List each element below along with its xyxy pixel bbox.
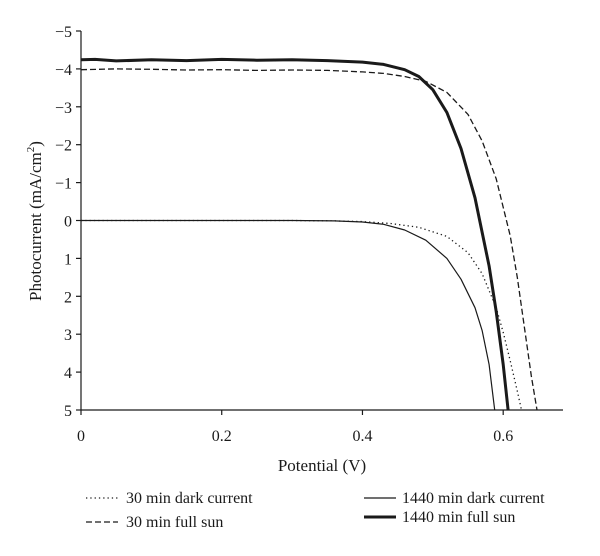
series-group — [80, 57, 538, 411]
y-tick-label: 4 — [64, 365, 72, 382]
y-tick-label: 5 — [64, 403, 72, 420]
y-axis-title-close: ) — [26, 141, 45, 147]
legend-entry-1440min-dark: 1440 min dark current — [364, 490, 545, 507]
y-tick-label: −3 — [55, 100, 72, 117]
y-axis-title-main: Photocurrent (mA/cm — [26, 152, 45, 301]
legend-label: 30 min full sun — [126, 514, 223, 531]
y-tick-label: 2 — [64, 289, 72, 306]
legend-label: 30 min dark current — [126, 490, 253, 507]
y-tick-label: 1 — [64, 251, 72, 268]
legend-label: 1440 min full sun — [402, 509, 515, 526]
y-tick-label: −2 — [55, 138, 72, 155]
legend-entry-1440min-full-sun: 1440 min full sun — [364, 509, 515, 526]
x-axis-title: Potential (V) — [278, 456, 366, 475]
x-tick-label: 0 — [77, 428, 85, 445]
x-tick-label: 0.4 — [352, 428, 372, 445]
x-ticks: 0 0.2 0.4 0.6 — [77, 410, 513, 445]
y-ticks: −5 −4 −3 −2 −1 0 1 2 3 4 5 — [55, 24, 81, 420]
y-tick-label: −1 — [55, 176, 72, 193]
y-tick-label: 0 — [64, 214, 72, 231]
y-axis-title-superscript: 2 — [25, 147, 37, 153]
legend-label: 1440 min dark current — [402, 490, 545, 507]
y-axis-title: Photocurrent (mA/cm2) — [25, 141, 45, 301]
series-line-dashed — [80, 68, 538, 411]
y-tick-label: −5 — [55, 24, 72, 41]
series-line-dotted — [81, 219, 523, 411]
x-tick-label: 0.2 — [212, 428, 232, 445]
x-tick-label: 0.6 — [493, 428, 513, 445]
legend: 30 min dark current 30 min full sun 1440… — [86, 490, 545, 531]
y-tick-label: −4 — [55, 62, 72, 79]
series-line-thin-solid — [81, 219, 496, 411]
series-line-thick-solid — [80, 57, 510, 411]
y-tick-label: 3 — [64, 327, 72, 344]
legend-entry-30min-dark: 30 min dark current — [86, 490, 253, 507]
legend-entry-30min-full-sun: 30 min full sun — [86, 514, 223, 531]
